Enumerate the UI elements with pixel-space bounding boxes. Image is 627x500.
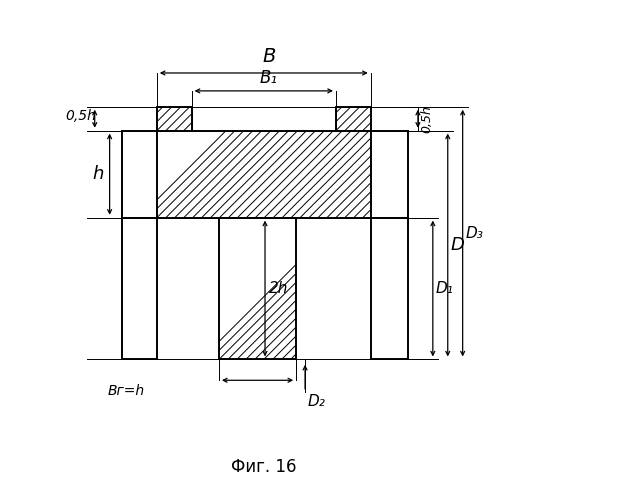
Text: D: D — [450, 236, 464, 254]
Polygon shape — [219, 218, 296, 360]
Text: D₁: D₁ — [435, 281, 453, 296]
Text: 2h: 2h — [269, 281, 288, 296]
Polygon shape — [157, 130, 371, 218]
Polygon shape — [157, 107, 192, 130]
Text: D₂: D₂ — [307, 394, 325, 409]
Polygon shape — [336, 107, 371, 130]
Text: D₃: D₃ — [465, 226, 483, 240]
Text: Bг=h: Bг=h — [107, 384, 144, 398]
Text: 0,5h: 0,5h — [420, 105, 433, 132]
Text: 0,5h: 0,5h — [65, 109, 96, 123]
Text: B: B — [262, 46, 275, 66]
Text: Фиг. 16: Фиг. 16 — [231, 458, 297, 476]
Text: B₁: B₁ — [260, 69, 278, 87]
Text: h: h — [92, 165, 103, 183]
